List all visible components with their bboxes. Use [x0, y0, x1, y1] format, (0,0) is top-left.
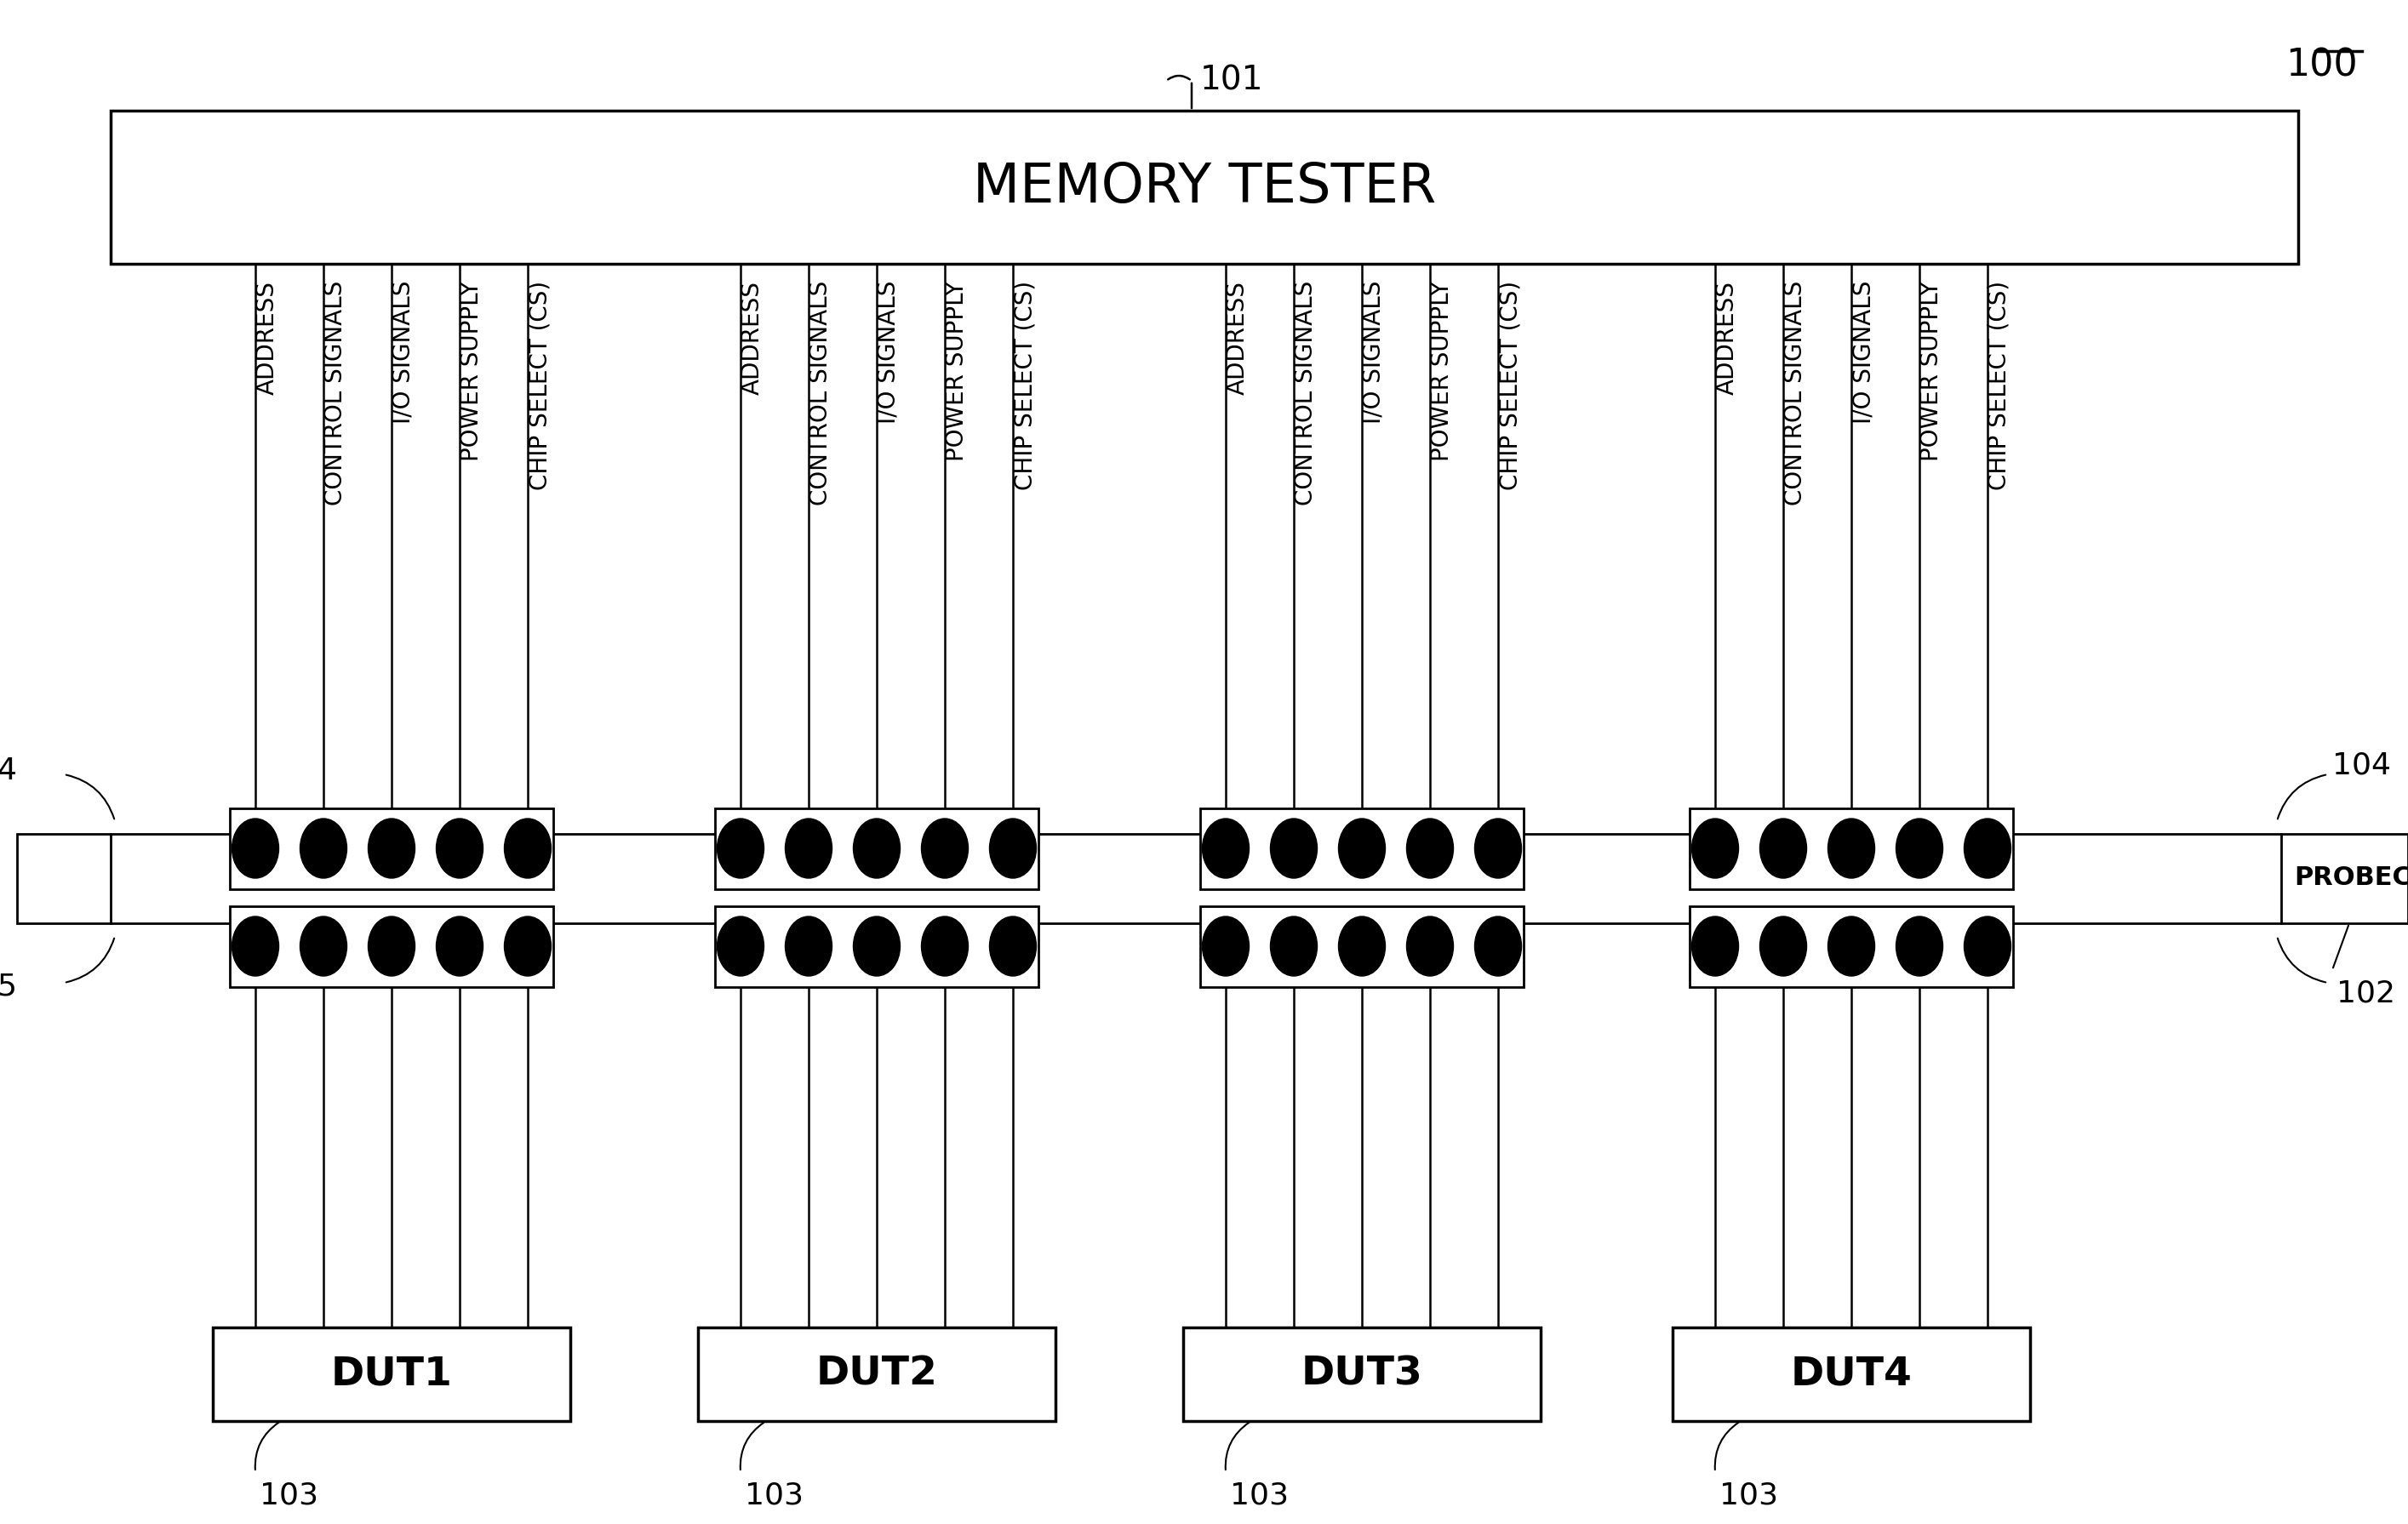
Text: ADDRESS: ADDRESS: [1714, 280, 1739, 395]
Text: DUT3: DUT3: [1300, 1355, 1423, 1393]
Ellipse shape: [852, 916, 901, 975]
Bar: [715, 808, 1038, 888]
Text: I/O SIGNALS: I/O SIGNALS: [393, 280, 414, 424]
Ellipse shape: [503, 916, 551, 975]
Text: DUT2: DUT2: [816, 1355, 937, 1393]
Ellipse shape: [231, 818, 279, 878]
Ellipse shape: [922, 818, 968, 878]
Ellipse shape: [503, 818, 551, 878]
Ellipse shape: [1828, 818, 1876, 878]
Ellipse shape: [1760, 818, 1806, 878]
Text: I/O SIGNALS: I/O SIGNALS: [877, 280, 901, 424]
Ellipse shape: [1202, 818, 1250, 878]
Ellipse shape: [1965, 916, 2011, 975]
Text: ADDRESS: ADDRESS: [742, 280, 763, 395]
Ellipse shape: [990, 818, 1035, 878]
Text: 105: 105: [0, 972, 17, 1001]
Text: PROBECARD: PROBECARD: [2295, 866, 2408, 890]
Ellipse shape: [436, 818, 484, 878]
Ellipse shape: [785, 818, 833, 878]
Ellipse shape: [1406, 818, 1454, 878]
Ellipse shape: [436, 916, 484, 975]
Text: 103: 103: [1230, 1481, 1288, 1510]
Text: CHIP SELECT (CS): CHIP SELECT (CS): [1014, 280, 1038, 491]
Bar: [229, 907, 554, 988]
Ellipse shape: [1895, 916, 1943, 975]
Ellipse shape: [1474, 818, 1522, 878]
Ellipse shape: [1406, 916, 1454, 975]
Text: CHIP SELECT (CS): CHIP SELECT (CS): [527, 280, 551, 491]
Text: POWER SUPPLY: POWER SUPPLY: [460, 280, 484, 462]
Ellipse shape: [1828, 916, 1876, 975]
Ellipse shape: [1474, 916, 1522, 975]
Text: ADDRESS: ADDRESS: [255, 280, 279, 395]
Ellipse shape: [301, 916, 347, 975]
Text: 104: 104: [2333, 751, 2391, 780]
Bar: [1674, 1327, 2030, 1420]
Ellipse shape: [1760, 916, 1806, 975]
Ellipse shape: [718, 818, 763, 878]
Text: POWER SUPPLY: POWER SUPPLY: [1919, 280, 1943, 462]
Bar: [212, 1327, 571, 1420]
Bar: [229, 808, 554, 888]
Text: I/O SIGNALS: I/O SIGNALS: [1852, 280, 1876, 424]
Text: CHIP SELECT (CS): CHIP SELECT (CS): [1987, 280, 2011, 491]
Ellipse shape: [368, 818, 414, 878]
Bar: [17, 834, 111, 924]
Ellipse shape: [1339, 818, 1385, 878]
Text: POWER SUPPLY: POWER SUPPLY: [1430, 280, 1454, 462]
Bar: [698, 1327, 1055, 1420]
Bar: [1182, 1327, 1541, 1420]
Text: 103: 103: [1719, 1481, 1777, 1510]
Text: CONTROL SIGNALS: CONTROL SIGNALS: [1293, 280, 1317, 506]
Text: CONTROL SIGNALS: CONTROL SIGNALS: [809, 280, 833, 506]
Text: DUT4: DUT4: [1792, 1355, 1912, 1393]
Text: 101: 101: [1199, 64, 1264, 96]
Text: I/O SIGNALS: I/O SIGNALS: [1363, 280, 1385, 424]
Ellipse shape: [1693, 916, 1739, 975]
Ellipse shape: [1693, 818, 1739, 878]
Text: MEMORY TESTER: MEMORY TESTER: [973, 162, 1435, 213]
Text: 100: 100: [2285, 47, 2357, 84]
Text: CONTROL SIGNALS: CONTROL SIGNALS: [323, 280, 347, 506]
Text: 102: 102: [2336, 978, 2396, 1007]
Ellipse shape: [301, 818, 347, 878]
Bar: [1199, 907, 1524, 988]
Ellipse shape: [231, 916, 279, 975]
Ellipse shape: [1271, 916, 1317, 975]
Text: ADDRESS: ADDRESS: [1226, 280, 1250, 395]
Ellipse shape: [1965, 818, 2011, 878]
Text: 103: 103: [260, 1481, 318, 1510]
Text: 103: 103: [744, 1481, 804, 1510]
Ellipse shape: [922, 916, 968, 975]
Ellipse shape: [852, 818, 901, 878]
Bar: [111, 111, 2297, 264]
Ellipse shape: [990, 916, 1035, 975]
Ellipse shape: [1339, 916, 1385, 975]
Ellipse shape: [785, 916, 833, 975]
Ellipse shape: [1895, 818, 1943, 878]
Text: CONTROL SIGNALS: CONTROL SIGNALS: [1784, 280, 1806, 506]
Bar: [2280, 834, 2408, 924]
Ellipse shape: [1271, 818, 1317, 878]
Bar: [1690, 808, 2013, 888]
Text: POWER SUPPLY: POWER SUPPLY: [944, 280, 968, 462]
Text: DUT1: DUT1: [330, 1355, 453, 1393]
Bar: [1199, 808, 1524, 888]
Ellipse shape: [1202, 916, 1250, 975]
Text: CHIP SELECT (CS): CHIP SELECT (CS): [1498, 280, 1522, 491]
Bar: [715, 907, 1038, 988]
Text: 104: 104: [0, 756, 17, 785]
Ellipse shape: [368, 916, 414, 975]
Bar: [1690, 907, 2013, 988]
Ellipse shape: [718, 916, 763, 975]
